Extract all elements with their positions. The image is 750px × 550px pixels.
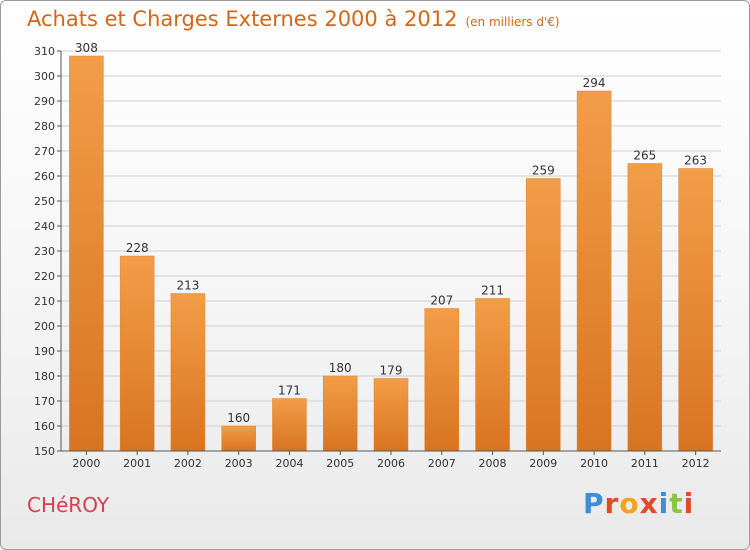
y-tick-label: 230 xyxy=(34,245,55,258)
x-tick-label-2009: 2009 xyxy=(529,457,557,470)
value-label-2004: 171 xyxy=(278,384,301,398)
bars: 308 228 213 160 171 180 179 207 211 259 294 265 263 xyxy=(69,41,713,452)
logo-letter: r xyxy=(604,487,620,520)
y-tick-label: 160 xyxy=(34,420,55,433)
y-tick-label: 220 xyxy=(34,270,55,283)
value-label-2002: 213 xyxy=(176,279,199,293)
proxiti-logo[interactable]: Proxiti xyxy=(583,487,694,520)
y-tick-label: 190 xyxy=(34,345,55,358)
bar-2001 xyxy=(119,255,155,452)
y-tick-label: 280 xyxy=(34,120,55,133)
x-tick-label-2008: 2008 xyxy=(479,457,507,470)
commune-name: CHéROY xyxy=(27,493,110,517)
bar-2007 xyxy=(424,308,460,452)
logo-letter: P xyxy=(583,487,605,520)
y-tick-label: 150 xyxy=(34,445,55,458)
x-tick-label-2000: 2000 xyxy=(72,457,100,470)
x-axis: 2000 2001 2002 2003 2004 2005 2006 2007 2008 2009… xyxy=(61,450,721,470)
chart-title-text: Achats et Charges Externes 2000 à 2012 xyxy=(27,7,458,31)
x-tick-label-2006: 2006 xyxy=(377,457,405,470)
chart-title: Achats et Charges Externes 2000 à 2012 (e… xyxy=(27,7,560,31)
bar-2009 xyxy=(526,178,561,452)
y-tick-label: 240 xyxy=(34,220,55,233)
x-tick-label-2010: 2010 xyxy=(580,457,608,470)
value-label-2009: 259 xyxy=(532,164,555,178)
y-tick-label: 180 xyxy=(34,370,55,383)
value-label-2000: 308 xyxy=(75,41,98,55)
x-tick-label-2005: 2005 xyxy=(326,457,354,470)
bar-2006 xyxy=(373,378,409,452)
value-label-2008: 211 xyxy=(481,284,504,298)
x-tick-label-2004: 2004 xyxy=(275,457,303,470)
y-tick-label: 200 xyxy=(34,320,55,333)
bar-2005 xyxy=(322,375,358,452)
bar-2002 xyxy=(170,293,206,452)
value-label-2005: 180 xyxy=(329,361,352,375)
y-axis: 150 160 170 180 190 200 210 220 230 240 250 260 270 2… xyxy=(34,45,62,458)
bar-2000 xyxy=(69,55,104,452)
value-label-2012: 263 xyxy=(684,154,707,168)
bar-2011 xyxy=(627,163,663,452)
x-tick-label-2011: 2011 xyxy=(631,457,659,470)
bar-2010 xyxy=(576,90,612,452)
logo-letter: i xyxy=(683,487,695,520)
bar-2012 xyxy=(678,168,713,452)
value-label-2007: 207 xyxy=(430,294,453,308)
y-tick-label: 300 xyxy=(34,70,55,83)
x-tick-label-2001: 2001 xyxy=(123,457,151,470)
y-tick-label: 290 xyxy=(34,95,55,108)
chart-subtitle: (en milliers d'€) xyxy=(465,15,560,29)
logo-letter: o xyxy=(619,487,640,520)
value-label-2010: 294 xyxy=(583,76,606,90)
bar-2003 xyxy=(221,425,256,452)
x-tick-label-2002: 2002 xyxy=(174,457,202,470)
logo-letter: x xyxy=(639,487,659,520)
x-tick-label-2007: 2007 xyxy=(428,457,456,470)
logo-letter: i xyxy=(658,487,670,520)
y-tick-label: 170 xyxy=(34,395,55,408)
y-tick-label: 250 xyxy=(34,195,55,208)
value-label-2001: 228 xyxy=(126,241,149,255)
y-tick-label: 310 xyxy=(34,45,55,58)
bar-2008 xyxy=(475,298,510,452)
bar-2004 xyxy=(272,398,307,452)
value-label-2003: 160 xyxy=(227,411,250,425)
x-tick-label-2003: 2003 xyxy=(225,457,253,470)
x-tick-label-2012: 2012 xyxy=(682,457,710,470)
value-label-2011: 265 xyxy=(633,149,656,163)
logo-letter: t xyxy=(669,487,684,520)
value-label-2006: 179 xyxy=(380,364,403,378)
y-tick-label: 260 xyxy=(34,170,55,183)
y-tick-label: 210 xyxy=(34,295,55,308)
y-tick-label: 270 xyxy=(34,145,55,158)
